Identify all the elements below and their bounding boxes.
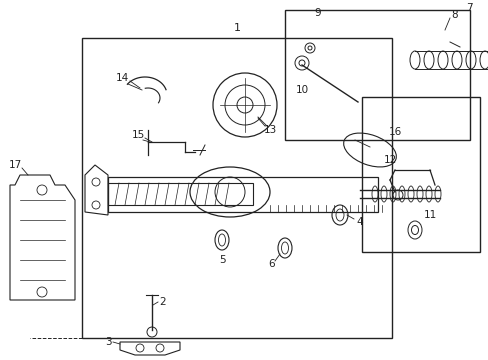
- Text: 8: 8: [451, 10, 457, 20]
- Bar: [82, 38, 391, 338]
- Text: 12: 12: [383, 155, 396, 165]
- Text: 13: 13: [263, 125, 276, 135]
- Text: 2: 2: [160, 297, 166, 307]
- Text: 1: 1: [233, 23, 240, 33]
- Text: 11: 11: [423, 210, 436, 220]
- Bar: [108, 177, 377, 212]
- Text: 9: 9: [314, 8, 321, 18]
- Text: 14: 14: [115, 73, 128, 83]
- Bar: [285, 10, 469, 140]
- Text: 6: 6: [268, 259, 275, 269]
- Bar: [361, 97, 479, 252]
- Text: 3: 3: [104, 337, 111, 347]
- Text: 17: 17: [8, 160, 21, 170]
- Text: 16: 16: [387, 127, 401, 137]
- Text: 7: 7: [465, 3, 471, 13]
- Text: 10: 10: [295, 85, 308, 95]
- Text: 5: 5: [218, 255, 225, 265]
- Text: 15: 15: [131, 130, 144, 140]
- Text: 4: 4: [356, 217, 363, 227]
- Bar: [108, 183, 252, 205]
